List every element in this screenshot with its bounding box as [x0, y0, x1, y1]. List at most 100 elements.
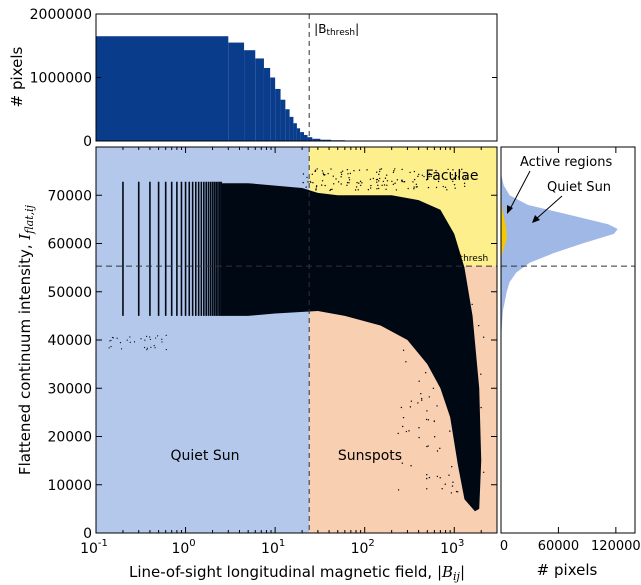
scatter-point	[472, 449, 474, 451]
scatter-point	[396, 179, 399, 181]
scatter-point	[154, 347, 156, 349]
histogram-y-ticks: 0 1000000 2000000	[30, 7, 497, 150]
scatter-point	[354, 189, 357, 191]
scatter-point	[316, 168, 318, 170]
histogram-bar	[255, 58, 264, 142]
scatter-point	[442, 185, 444, 188]
scatter-point	[377, 184, 379, 187]
scatter-point	[386, 184, 388, 187]
scatter-y-axis-label: Flattened continuum intensity, Iflat,ij	[16, 204, 36, 475]
scatter-point	[372, 177, 375, 180]
scatter-point	[306, 176, 308, 179]
scatter-point	[353, 170, 355, 172]
scatter-y-tick-label: 30000	[47, 381, 92, 397]
scatter-point	[381, 184, 383, 187]
scatter-point	[340, 171, 342, 174]
scatter-point	[429, 172, 431, 175]
scatter-point	[340, 173, 343, 176]
scatter-point	[435, 186, 438, 189]
scatter-point	[110, 339, 112, 342]
scatter-point	[450, 492, 453, 494]
scatter-point	[432, 387, 435, 390]
scatter-point	[435, 169, 437, 172]
scatter-point	[464, 178, 466, 180]
scatter-point	[356, 181, 358, 184]
scatter-point	[435, 174, 438, 176]
scatter-point	[443, 384, 445, 386]
scatter-point	[426, 410, 428, 412]
scatter-point	[430, 175, 432, 177]
scatter-point	[452, 344, 454, 347]
scatter-point	[428, 350, 431, 353]
scatter-point	[434, 334, 436, 336]
scatter-point	[412, 181, 414, 183]
scatter-y-ticks: 0 10000 20000 30000 40000 50000 60000 70000	[47, 188, 497, 542]
scatter-point	[369, 178, 372, 181]
scatter-point	[382, 180, 385, 183]
histogram-bar	[289, 116, 294, 141]
histogram-bar	[244, 50, 256, 141]
scatter-point	[120, 348, 123, 350]
histogram-bar	[312, 138, 321, 141]
side-x-axis-label: # pixels	[537, 561, 598, 579]
scatter-point	[380, 168, 383, 170]
scatter-y-tick-label: 50000	[47, 285, 92, 301]
scatter-point	[413, 186, 415, 188]
scatter-point	[347, 173, 349, 175]
scatter-point	[146, 347, 148, 349]
scatter-point	[440, 311, 442, 314]
scatter-point	[475, 489, 477, 492]
scatter-point	[311, 173, 314, 176]
scatter-point	[378, 177, 381, 180]
scatter-point	[417, 175, 419, 178]
histogram-y-tick-label: 0	[83, 134, 92, 150]
scatter-point	[457, 176, 460, 178]
histogram-bar	[300, 132, 304, 141]
scatter-point	[314, 170, 316, 172]
scatter-point	[153, 345, 155, 347]
scatter-point	[426, 477, 428, 480]
histogram-bar	[263, 67, 271, 141]
scatter-point	[370, 184, 372, 187]
scatter-point	[144, 339, 146, 341]
scatter-point	[467, 383, 469, 385]
scatter-point	[307, 181, 309, 183]
scatter-point	[155, 337, 157, 339]
scatter-x-tick-label: 101	[261, 538, 285, 557]
scatter-y-tick-label: 70000	[47, 188, 92, 204]
scatter-point	[375, 171, 378, 173]
scatter-point	[407, 187, 409, 190]
active-regions-arrow-head	[507, 205, 513, 214]
scatter-point	[359, 180, 362, 183]
scatter-point	[425, 418, 428, 421]
scatter-point	[471, 349, 473, 351]
scatter-point	[112, 337, 114, 339]
scatter-points	[108, 168, 485, 512]
scatter-point	[402, 349, 405, 352]
scatter-point	[444, 483, 446, 485]
scatter-point	[456, 326, 459, 328]
scatter-point	[457, 491, 459, 493]
histogram-bar	[320, 139, 331, 141]
scatter-point	[461, 168, 463, 171]
scatter-point	[409, 171, 411, 174]
scatter-point	[426, 337, 428, 339]
scatter-point	[150, 346, 152, 348]
scatter-point	[315, 185, 318, 187]
scatter-cloud-mass	[221, 183, 482, 512]
scatter-point	[423, 175, 425, 178]
scatter-point	[386, 180, 389, 182]
scatter-point	[420, 392, 422, 395]
scatter-point	[418, 173, 420, 176]
scatter-point	[413, 188, 415, 190]
side-x-ticks: 0 60000 120000	[500, 147, 641, 554]
scatter-point	[119, 342, 122, 344]
scatter-point	[312, 182, 314, 184]
scatter-point	[425, 179, 428, 181]
scatter-point	[330, 168, 332, 170]
scatter-point	[452, 180, 454, 183]
scatter-point	[140, 338, 142, 340]
scatter-point	[108, 347, 110, 349]
scatter-point	[471, 303, 473, 306]
scatter-point	[358, 182, 360, 184]
